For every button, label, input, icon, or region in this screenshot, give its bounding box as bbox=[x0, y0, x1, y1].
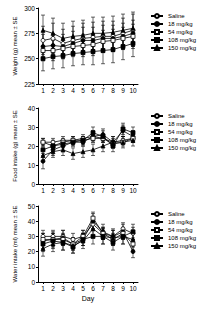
svg-text:250: 250 bbox=[24, 55, 35, 62]
svg-text:1: 1 bbox=[41, 187, 45, 194]
svg-text:150 mg/kg: 150 mg/kg bbox=[168, 145, 196, 151]
svg-text:Saline: Saline bbox=[168, 211, 185, 217]
svg-text:6: 6 bbox=[91, 187, 95, 194]
svg-text:2: 2 bbox=[51, 187, 55, 194]
svg-text:9: 9 bbox=[121, 87, 125, 94]
svg-text:10: 10 bbox=[129, 285, 137, 292]
svg-text:30: 30 bbox=[28, 233, 36, 240]
svg-text:8: 8 bbox=[111, 187, 115, 194]
svg-text:9: 9 bbox=[121, 285, 125, 292]
svg-text:7: 7 bbox=[101, 285, 105, 292]
svg-text:5: 5 bbox=[81, 285, 85, 292]
svg-text:54 mg/kg: 54 mg/kg bbox=[168, 29, 193, 35]
svg-text:Water intake (ml) mean ± SE: Water intake (ml) mean ± SE bbox=[12, 206, 18, 283]
svg-text:4: 4 bbox=[71, 87, 75, 94]
svg-text:30: 30 bbox=[28, 124, 36, 131]
svg-text:5: 5 bbox=[81, 187, 85, 194]
svg-text:10: 10 bbox=[129, 87, 137, 94]
svg-text:3: 3 bbox=[61, 87, 65, 94]
svg-text:3: 3 bbox=[61, 285, 65, 292]
svg-text:0: 0 bbox=[31, 279, 35, 286]
svg-text:54 mg/kg: 54 mg/kg bbox=[168, 129, 193, 135]
svg-text:18 mg/kg: 18 mg/kg bbox=[168, 121, 193, 127]
svg-text:2: 2 bbox=[51, 285, 55, 292]
svg-text:Food intake (g) mean ± SE: Food intake (g) mean ± SE bbox=[12, 110, 18, 182]
svg-text:108 mg/kg: 108 mg/kg bbox=[168, 235, 196, 241]
svg-text:9: 9 bbox=[121, 187, 125, 194]
svg-text:8: 8 bbox=[111, 87, 115, 94]
svg-text:150 mg/kg: 150 mg/kg bbox=[168, 45, 196, 51]
svg-text:7: 7 bbox=[101, 87, 105, 94]
svg-text:40: 40 bbox=[28, 218, 36, 225]
svg-text:18 mg/kg: 18 mg/kg bbox=[168, 21, 193, 27]
svg-text:3: 3 bbox=[61, 187, 65, 194]
svg-text:2: 2 bbox=[51, 87, 55, 94]
svg-text:10: 10 bbox=[28, 162, 36, 169]
svg-text:10: 10 bbox=[129, 187, 137, 194]
svg-text:54 mg/kg: 54 mg/kg bbox=[168, 227, 193, 233]
svg-text:5: 5 bbox=[81, 87, 85, 94]
svg-text:40: 40 bbox=[28, 105, 36, 112]
svg-text:4: 4 bbox=[71, 187, 75, 194]
svg-text:18 mg/kg: 18 mg/kg bbox=[168, 219, 193, 225]
svg-text:108 mg/kg: 108 mg/kg bbox=[168, 137, 196, 143]
svg-text:6: 6 bbox=[91, 285, 95, 292]
svg-text:8: 8 bbox=[111, 285, 115, 292]
svg-text:7: 7 bbox=[101, 187, 105, 194]
svg-text:4: 4 bbox=[71, 285, 75, 292]
svg-text:1: 1 bbox=[41, 87, 45, 94]
svg-text:20: 20 bbox=[28, 143, 36, 150]
svg-text:Saline: Saline bbox=[168, 113, 185, 119]
svg-text:Weight (g) mean ± SE: Weight (g) mean ± SE bbox=[12, 17, 18, 76]
svg-text:20: 20 bbox=[28, 248, 36, 255]
svg-text:0: 0 bbox=[31, 181, 35, 188]
svg-text:10: 10 bbox=[28, 263, 36, 270]
svg-text:6: 6 bbox=[91, 87, 95, 94]
svg-text:1: 1 bbox=[41, 285, 45, 292]
svg-text:Saline: Saline bbox=[168, 13, 185, 19]
svg-text:50: 50 bbox=[28, 203, 36, 210]
svg-text:Day: Day bbox=[82, 295, 95, 303]
svg-text:275: 275 bbox=[24, 30, 35, 37]
svg-text:108 mg/kg: 108 mg/kg bbox=[168, 37, 196, 43]
svg-text:300: 300 bbox=[24, 5, 35, 12]
svg-text:225: 225 bbox=[24, 81, 35, 88]
svg-text:150 mg/kg: 150 mg/kg bbox=[168, 243, 196, 249]
